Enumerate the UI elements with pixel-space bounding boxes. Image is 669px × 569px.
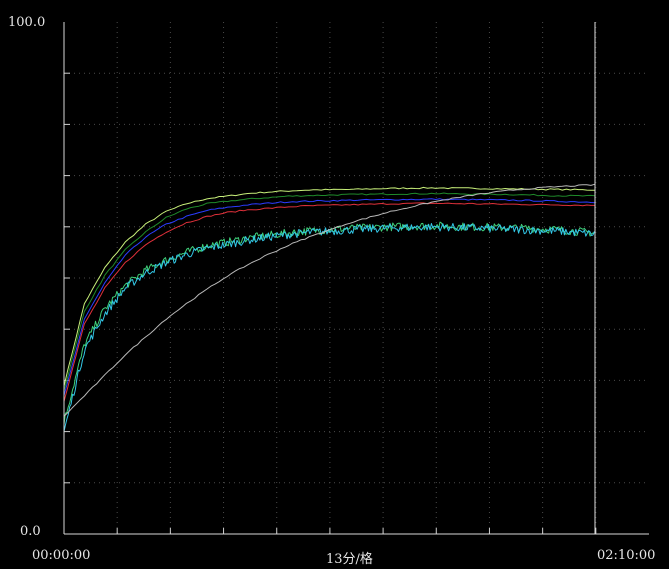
series-line <box>63 223 595 432</box>
series-line <box>63 183 596 417</box>
chart-series <box>63 183 596 432</box>
series-line <box>63 186 596 387</box>
series-line <box>63 198 596 396</box>
y-max-tick-label: 100.0 <box>8 15 46 30</box>
x-axis-scale-label: 13分/格 <box>326 552 373 567</box>
chart-grid <box>64 22 649 534</box>
x-start-tick-label: 00:00:00 <box>32 548 91 563</box>
chart-axes <box>63 22 649 535</box>
series-line <box>63 192 596 391</box>
series-line <box>63 202 595 402</box>
y-min-tick-label: 0.0 <box>20 524 41 539</box>
x-end-tick-label: 02:10:00 <box>597 548 656 563</box>
